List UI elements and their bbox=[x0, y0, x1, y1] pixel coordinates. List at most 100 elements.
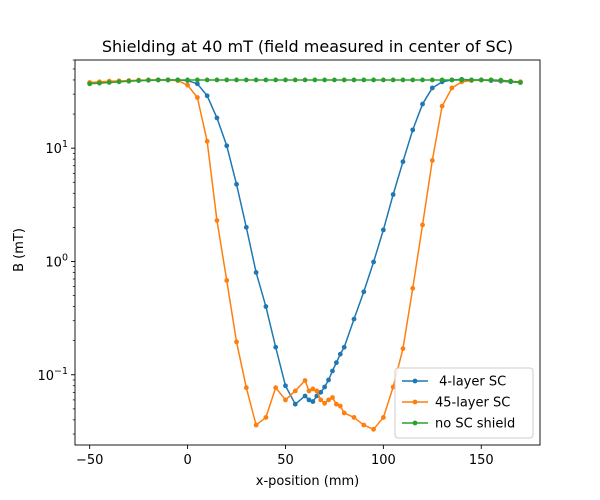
data-point bbox=[194, 95, 200, 100]
data-point bbox=[518, 80, 523, 85]
data-point bbox=[194, 77, 200, 83]
data-point bbox=[306, 397, 312, 403]
data-point bbox=[322, 77, 328, 83]
data-point bbox=[410, 285, 416, 291]
data-point bbox=[283, 77, 288, 83]
data-point bbox=[390, 384, 396, 390]
data-point bbox=[361, 289, 367, 295]
data-point bbox=[146, 77, 151, 83]
data-point bbox=[292, 77, 298, 83]
data-point bbox=[214, 218, 220, 223]
data-point bbox=[400, 77, 406, 83]
data-point bbox=[337, 403, 343, 409]
data-point bbox=[292, 388, 298, 394]
data-point bbox=[508, 78, 514, 84]
data-point bbox=[185, 82, 190, 88]
data-point bbox=[306, 388, 312, 394]
data-point bbox=[224, 77, 230, 83]
legend-box bbox=[394, 367, 534, 439]
data-point bbox=[165, 77, 171, 83]
data-point bbox=[175, 77, 181, 83]
data-point bbox=[97, 80, 102, 86]
data-point bbox=[439, 103, 445, 109]
data-point bbox=[330, 368, 335, 374]
x-tick-label: 150 bbox=[469, 453, 494, 468]
data-point bbox=[126, 78, 132, 84]
data-point bbox=[302, 393, 308, 399]
data-point bbox=[116, 79, 122, 85]
data-point bbox=[429, 157, 435, 163]
data-point bbox=[341, 344, 347, 350]
data-point bbox=[214, 77, 220, 83]
y-tick-label: 100 bbox=[45, 252, 68, 270]
legend: 4-layer SC 45-layer SC no SC shield bbox=[394, 367, 534, 439]
data-point bbox=[322, 384, 328, 390]
x-tick-label: −50 bbox=[76, 453, 103, 468]
y-axis-label: B (mT) bbox=[12, 228, 27, 272]
data-point bbox=[420, 77, 425, 83]
legend-label: 4-layer SC bbox=[435, 375, 506, 390]
series-layer bbox=[87, 76, 523, 432]
data-point bbox=[371, 77, 376, 83]
data-point bbox=[224, 143, 230, 149]
x-tick-label: 0 bbox=[183, 453, 191, 468]
data-point bbox=[273, 344, 279, 350]
data-point bbox=[283, 383, 288, 389]
data-point bbox=[351, 77, 357, 83]
data-point bbox=[326, 377, 331, 383]
data-point bbox=[449, 77, 455, 83]
data-point bbox=[318, 389, 324, 395]
data-point bbox=[194, 81, 200, 87]
legend-marker bbox=[412, 420, 418, 426]
data-point bbox=[337, 351, 343, 357]
data-point bbox=[322, 400, 328, 406]
legend-item: no SC shield bbox=[402, 417, 515, 432]
data-point bbox=[351, 316, 357, 322]
data-point bbox=[439, 77, 445, 83]
data-point bbox=[310, 399, 316, 404]
x-tick-label: 50 bbox=[277, 453, 294, 468]
data-point bbox=[214, 115, 220, 121]
y-tick-label: 10−1 bbox=[37, 366, 68, 384]
data-point bbox=[273, 77, 279, 83]
data-point bbox=[234, 77, 239, 83]
data-point bbox=[312, 77, 318, 83]
data-point bbox=[449, 85, 455, 91]
data-point bbox=[234, 181, 239, 187]
data-point bbox=[361, 422, 367, 428]
x-axis-label: x-position (mm) bbox=[256, 474, 359, 489]
data-point bbox=[361, 77, 367, 83]
data-point bbox=[292, 401, 298, 407]
x-axis: −50 0 50 100 150 bbox=[76, 445, 494, 468]
data-point bbox=[488, 77, 494, 83]
data-point bbox=[314, 388, 320, 394]
data-point bbox=[185, 77, 190, 83]
data-point bbox=[420, 101, 425, 107]
data-point bbox=[333, 360, 339, 366]
data-point bbox=[469, 77, 474, 83]
data-point bbox=[380, 227, 386, 233]
data-point bbox=[263, 304, 269, 309]
data-point bbox=[400, 159, 406, 165]
data-point bbox=[351, 415, 357, 420]
data-point bbox=[371, 426, 376, 432]
data-point bbox=[326, 397, 331, 403]
legend-label: no SC shield bbox=[435, 417, 515, 432]
y-tick-label: 101 bbox=[45, 139, 68, 157]
data-point bbox=[224, 278, 230, 283]
data-point bbox=[234, 339, 239, 345]
legend-marker bbox=[412, 399, 418, 405]
chart-title: Shielding at 40 mT (field measured in ce… bbox=[102, 37, 513, 56]
data-point bbox=[330, 395, 335, 400]
data-point bbox=[263, 415, 269, 420]
data-point bbox=[263, 77, 269, 83]
data-point bbox=[380, 77, 386, 83]
data-point bbox=[429, 77, 435, 83]
data-point bbox=[136, 78, 142, 83]
data-point bbox=[204, 138, 210, 144]
data-point bbox=[273, 385, 279, 391]
data-point bbox=[390, 192, 396, 197]
data-point bbox=[318, 397, 324, 403]
data-point bbox=[420, 222, 425, 228]
